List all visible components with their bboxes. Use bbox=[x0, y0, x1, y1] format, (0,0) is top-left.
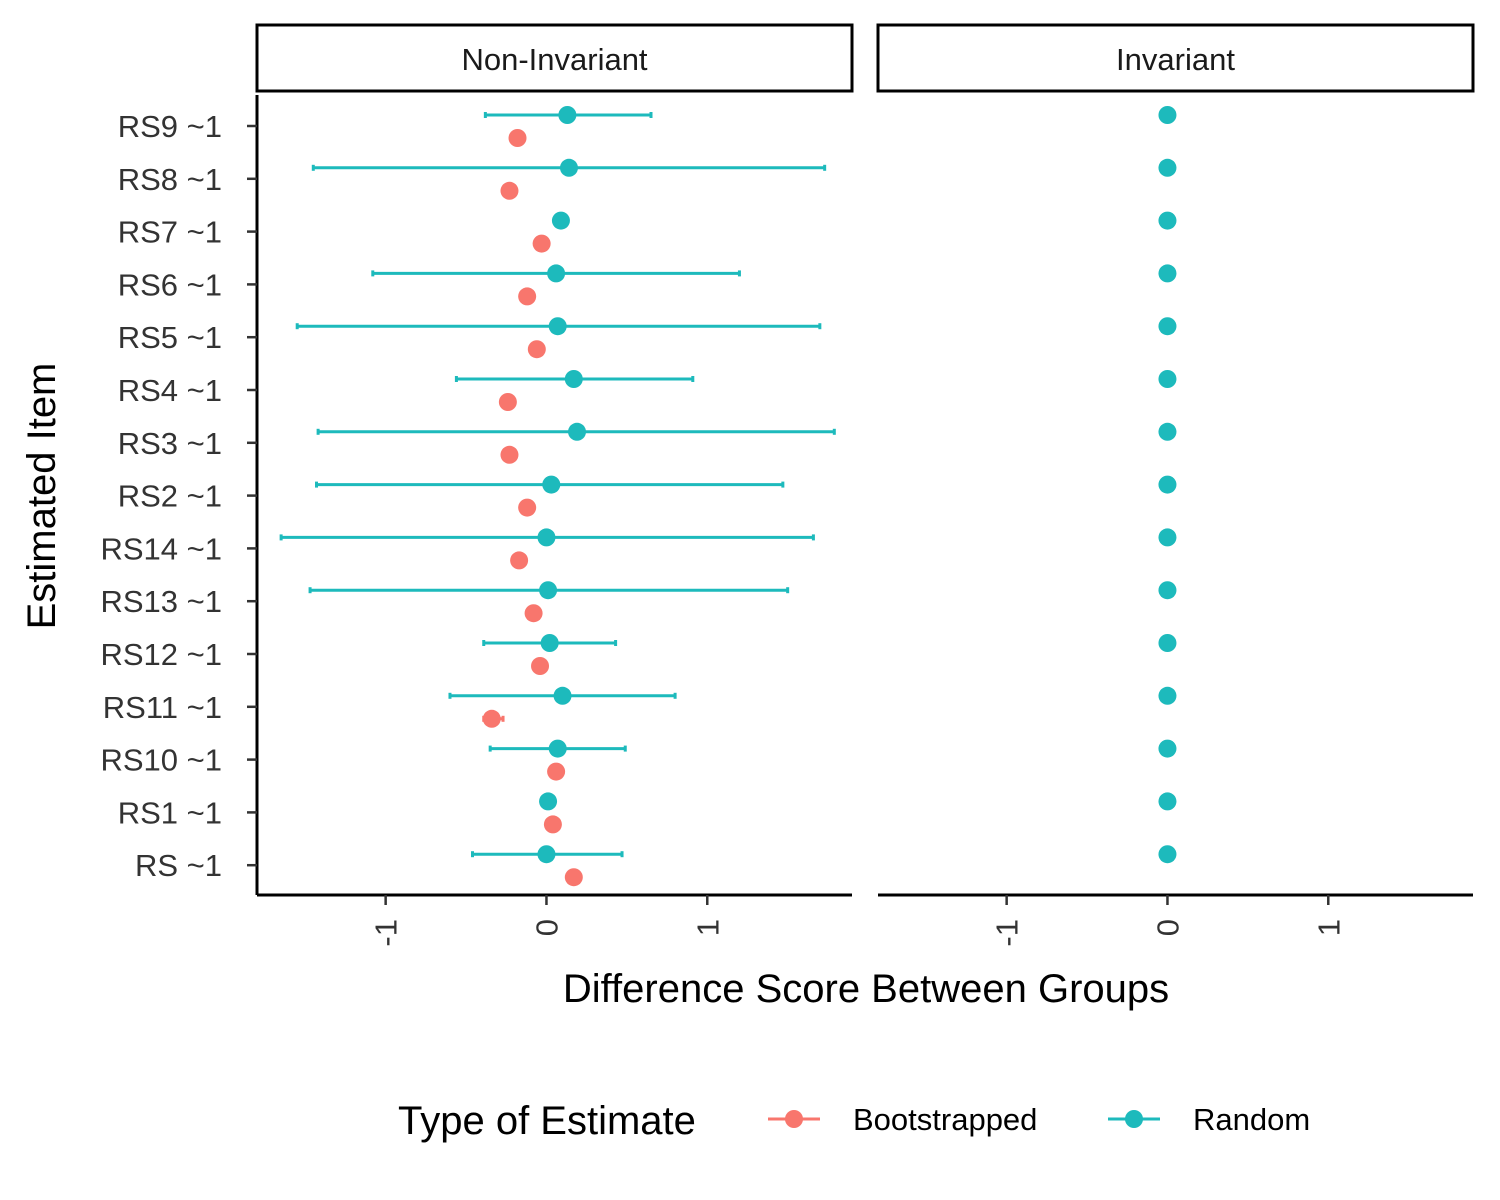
y-tick-label: RS10 ~1 bbox=[100, 743, 222, 778]
data-point bbox=[551, 211, 570, 230]
x-tick-label: 0 bbox=[1150, 919, 1185, 936]
x-tick-label: 0 bbox=[529, 919, 564, 936]
legend-item-bootstrapped: Bootstrapped bbox=[768, 1102, 1037, 1137]
data-point bbox=[1158, 845, 1177, 864]
y-axis-title: Estimated Item bbox=[20, 363, 64, 630]
y-tick-label: RS5 ~1 bbox=[118, 320, 222, 355]
y-axis-ticks: RS9 ~1 RS8 ~1 RS7 ~1 RS6 ~1 RS5 ~1 RS4 ~1 RS3 … bbox=[100, 109, 257, 883]
legend-key-point bbox=[785, 1110, 803, 1128]
data-point bbox=[537, 528, 556, 547]
data-point bbox=[1158, 106, 1177, 124]
y-tick-label: RS13 ~1 bbox=[100, 584, 222, 619]
y-tick-label: RS6 ~1 bbox=[118, 267, 222, 302]
panel-non-invariant: Non-Invariant -1 0 1 bbox=[255, 23, 854, 947]
y-tick-label: RS1 ~1 bbox=[118, 795, 222, 830]
legend-label: Random bbox=[1193, 1102, 1310, 1137]
legend: Type of Estimate Bootstrapped Random bbox=[398, 1099, 1310, 1143]
data-point bbox=[500, 181, 519, 200]
y-tick-label: RS12 ~1 bbox=[100, 637, 222, 672]
x-tick-label: 1 bbox=[690, 919, 725, 936]
panel-invariant: Invariant -1 0 1 bbox=[876, 23, 1475, 947]
data-point bbox=[548, 739, 567, 758]
data-point bbox=[1158, 739, 1177, 758]
data-point bbox=[1158, 792, 1177, 811]
legend-item-random: Random bbox=[1108, 1102, 1310, 1137]
data-point bbox=[1158, 422, 1177, 441]
data-point bbox=[518, 498, 537, 517]
data-point bbox=[542, 475, 561, 494]
data-point bbox=[568, 422, 587, 441]
data-point bbox=[1158, 370, 1177, 388]
data-point bbox=[1158, 634, 1177, 652]
data-point bbox=[1158, 581, 1177, 600]
data-point bbox=[559, 158, 578, 177]
legend-key-point bbox=[1125, 1110, 1143, 1128]
data-point bbox=[482, 709, 501, 728]
series-random bbox=[279, 106, 836, 864]
y-tick-label: RS11 ~1 bbox=[103, 690, 222, 725]
data-point bbox=[547, 762, 566, 781]
data-point bbox=[518, 287, 537, 306]
legend-title: Type of Estimate bbox=[398, 1099, 696, 1143]
data-point bbox=[1158, 317, 1177, 336]
data-point bbox=[1158, 528, 1177, 547]
x-tick-label: -1 bbox=[990, 919, 1025, 947]
legend-items: Bootstrapped Random bbox=[768, 1102, 1310, 1137]
legend-label: Bootstrapped bbox=[853, 1102, 1037, 1137]
facet-strip bbox=[255, 23, 854, 93]
data-point bbox=[547, 264, 566, 283]
data-point bbox=[531, 657, 550, 675]
facet-strip-label: Non-Invariant bbox=[461, 42, 647, 77]
panels: Non-Invariant -1 0 1 Invariant -1 0 1 bbox=[255, 23, 1475, 947]
data-point bbox=[1158, 475, 1177, 494]
data-point bbox=[1158, 264, 1177, 283]
data-point bbox=[532, 234, 551, 253]
data-point bbox=[508, 129, 527, 147]
data-point bbox=[539, 792, 558, 811]
x-tick-label: -1 bbox=[369, 919, 404, 947]
facet-strip bbox=[876, 23, 1475, 93]
y-tick-label: RS8 ~1 bbox=[118, 162, 222, 197]
data-point bbox=[553, 686, 572, 705]
data-point bbox=[498, 393, 517, 411]
data-point bbox=[1158, 211, 1177, 230]
data-point bbox=[543, 815, 562, 834]
data-point bbox=[1158, 158, 1177, 177]
y-tick-label: RS ~1 bbox=[135, 848, 222, 883]
series-bootstrapped bbox=[482, 129, 583, 887]
data-point bbox=[500, 445, 519, 464]
facet-strip-label: Invariant bbox=[1116, 42, 1235, 77]
y-tick-label: RS3 ~1 bbox=[118, 426, 222, 461]
data-point bbox=[548, 317, 567, 336]
y-tick-label: RS4 ~1 bbox=[118, 373, 222, 408]
y-tick-label: RS7 ~1 bbox=[118, 215, 222, 250]
x-tick-label: 1 bbox=[1311, 919, 1346, 936]
series-random bbox=[1158, 106, 1177, 864]
x-axis-title: Difference Score Between Groups bbox=[563, 967, 1169, 1011]
data-point bbox=[558, 106, 577, 124]
data-point bbox=[564, 868, 583, 887]
data-point bbox=[537, 845, 556, 864]
data-point bbox=[1158, 686, 1177, 705]
data-point bbox=[564, 370, 583, 388]
y-tick-label: RS9 ~1 bbox=[118, 109, 222, 144]
data-point bbox=[510, 551, 529, 570]
data-point bbox=[540, 634, 559, 652]
data-point bbox=[539, 581, 558, 600]
y-tick-label: RS2 ~1 bbox=[118, 479, 222, 514]
data-point bbox=[527, 340, 546, 359]
data-point bbox=[524, 604, 543, 623]
y-tick-label: RS14 ~1 bbox=[100, 531, 222, 566]
